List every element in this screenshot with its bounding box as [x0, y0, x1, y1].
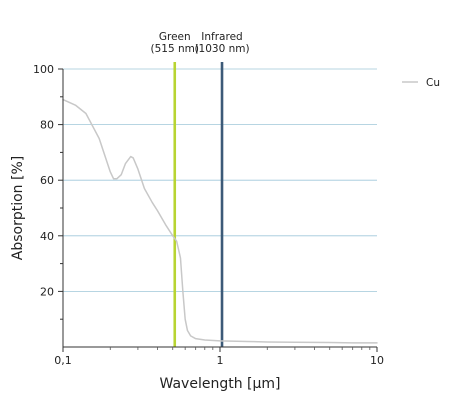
annotation-labels: Green (515 nm)Infrared (1030 nm): [151, 31, 250, 55]
x-tick-label: 1: [217, 354, 224, 367]
wavelength-markers: [173, 62, 224, 347]
y-tick-label: 40: [40, 230, 54, 243]
y-tick-label: 60: [40, 174, 54, 187]
x-tick-label: 0,1: [54, 354, 72, 367]
legend: Cu: [402, 77, 440, 89]
infrared-wavelength-label: Infrared (1030 nm): [194, 31, 249, 55]
y-tick-label: 80: [40, 119, 54, 132]
axes: [62, 69, 377, 348]
y-tick-label: 20: [40, 285, 54, 298]
x-axis-title: Wavelength [µm]: [160, 376, 281, 392]
y-tick-label: 100: [33, 63, 54, 76]
green-wavelength-label: Green (515 nm): [151, 31, 199, 55]
grid-lines: [63, 68, 377, 292]
ticks: 20 40 60 80 100 0,1 1 10: [33, 63, 384, 367]
series-lines: [62, 98, 378, 344]
series-line-cu: [62, 98, 378, 344]
x-tick-label: 10: [370, 354, 384, 367]
y-axis-title: Absorption [%]: [10, 156, 26, 260]
legend-label: Cu: [426, 77, 440, 89]
